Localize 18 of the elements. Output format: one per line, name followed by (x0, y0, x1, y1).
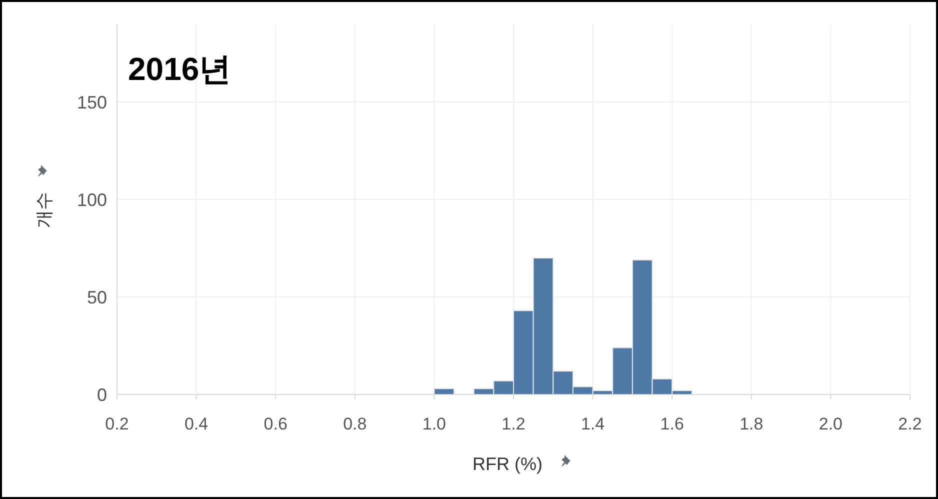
x-tick-label: 0.4 (184, 414, 208, 434)
text: 1.0 (422, 414, 446, 434)
x-tick-label: 0.6 (264, 414, 288, 434)
x-tick-label: 0.8 (343, 414, 367, 434)
x-tick-label: 1.8 (740, 414, 764, 434)
y-tick-label: 100 (76, 190, 107, 210)
text: 2.0 (818, 414, 843, 434)
y-axis-title: 개수 (34, 192, 54, 228)
x-tick-label: 1.2 (502, 414, 526, 434)
x-tick-label: 2.2 (898, 414, 922, 434)
text: 2016년 (128, 51, 232, 87)
x-tick-label: 1.6 (660, 414, 684, 434)
y-tick-label: 150 (76, 92, 107, 112)
y-tick-label: 0 (96, 384, 107, 405)
y-tick-label: 50 (86, 287, 107, 308)
x-tick-label: 1.4 (580, 414, 605, 434)
x-tick-label: 0.2 (105, 414, 129, 434)
x-axis-title: RFR (%) (472, 454, 542, 474)
